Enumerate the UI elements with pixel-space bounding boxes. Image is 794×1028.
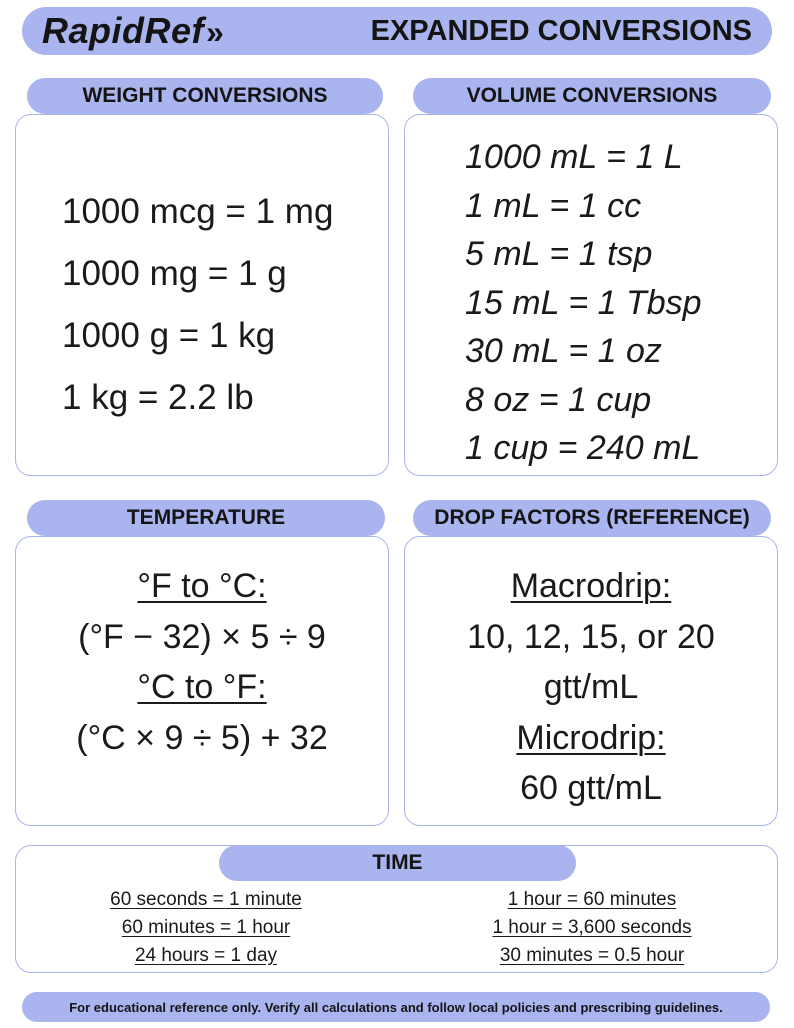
time-item: 30 minutes = 0.5 hour: [499, 945, 685, 966]
weight-item: 1000 mg = 1 g: [62, 254, 287, 293]
time-item: 60 minutes = 1 hour: [121, 917, 291, 938]
volume-item: 15 mL = 1 Tbsp: [465, 283, 702, 322]
weight-section-title: WEIGHT CONVERSIONS: [27, 78, 383, 114]
weight-item: 1 kg = 2.2 lb: [62, 378, 254, 417]
macrodrip-label: Macrodrip:: [510, 567, 672, 605]
temperature-formulas: °F to °C: (°F − 32) × 5 ÷ 9 °C to °F: (°…: [16, 561, 388, 763]
volume-item: 30 mL = 1 oz: [465, 332, 662, 370]
time-item: 1 hour = 3,600 seconds: [492, 917, 692, 938]
volume-item: 1 cup = 240 mL: [465, 429, 701, 467]
time-left-column: 60 seconds = 1 minute 60 minutes = 1 hou…: [36, 886, 376, 970]
weight-panel: 1000 mcg = 1 mg 1000 mg = 1 g 1000 g = 1…: [15, 114, 389, 476]
volume-panel: 1000 mL = 1 L 1 mL = 1 cc 5 mL = 1 tsp 1…: [404, 114, 778, 476]
time-right-column: 1 hour = 60 minutes 1 hour = 3,600 secon…: [422, 886, 762, 970]
page-title: EXPANDED CONVERSIONS: [370, 14, 752, 47]
brand-name: RapidRef: [42, 10, 205, 51]
time-item: 24 hours = 1 day: [134, 945, 278, 966]
time-item: 60 seconds = 1 minute: [110, 889, 302, 910]
volume-item: 8 oz = 1 cup: [465, 380, 652, 419]
weight-list: 1000 mcg = 1 mg 1000 mg = 1 g 1000 g = 1…: [62, 181, 333, 429]
c-to-f-label: °C to °F:: [137, 668, 267, 706]
volume-item: 1000 mL = 1 L: [465, 138, 683, 176]
volume-list: 1000 mL = 1 L 1 mL = 1 cc 5 mL = 1 tsp 1…: [465, 133, 702, 473]
volume-item: 1 mL = 1 cc: [465, 186, 642, 225]
drop-factors-list: Macrodrip: 10, 12, 15, or 20 gtt/mL Micr…: [405, 561, 777, 814]
chevron-right-icon: »: [206, 14, 225, 50]
drop-factors-section-title: DROP FACTORS (REFERENCE): [413, 500, 771, 536]
weight-item: 1000 g = 1 kg: [62, 316, 276, 355]
header-bar: RapidRef» EXPANDED CONVERSIONS: [22, 7, 772, 55]
microdrip-label: Microdrip:: [516, 718, 666, 757]
temperature-section-title: TEMPERATURE: [27, 500, 385, 536]
c-to-f-formula: (°C × 9 ÷ 5) + 32: [76, 718, 328, 757]
microdrip-value: 60 gtt/mL: [520, 769, 662, 807]
time-section-title: TIME: [219, 845, 576, 881]
f-to-c-formula: (°F − 32) × 5 ÷ 9: [78, 617, 326, 656]
drop-factors-panel: Macrodrip: 10, 12, 15, or 20 gtt/mL Micr…: [404, 536, 778, 826]
temperature-panel: °F to °C: (°F − 32) × 5 ÷ 9 °C to °F: (°…: [15, 536, 389, 826]
macrodrip-values: 10, 12, 15, or 20: [467, 617, 715, 656]
footer-disclaimer: For educational reference only. Verify a…: [22, 992, 770, 1022]
brand-logo: RapidRef»: [42, 10, 224, 52]
macrodrip-unit: gtt/mL: [543, 668, 639, 706]
weight-item: 1000 mcg = 1 mg: [62, 192, 334, 231]
volume-section-title: VOLUME CONVERSIONS: [413, 78, 771, 114]
time-item: 1 hour = 60 minutes: [507, 889, 677, 910]
volume-item: 5 mL = 1 tsp: [465, 235, 653, 273]
f-to-c-label: °F to °C:: [137, 567, 267, 605]
